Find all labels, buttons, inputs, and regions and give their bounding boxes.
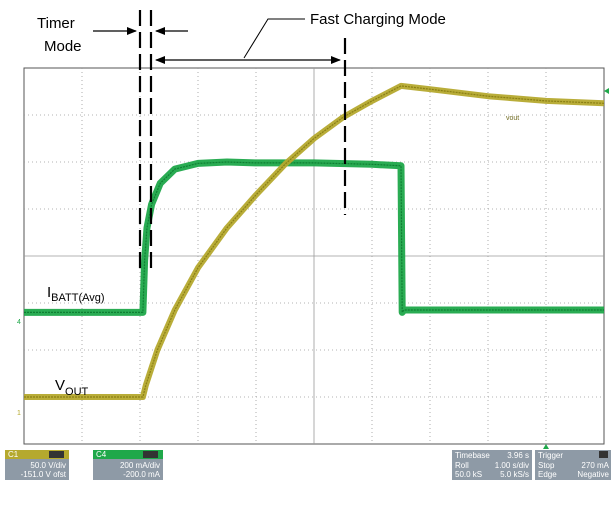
trigger-level-marker	[604, 88, 609, 94]
trigger-state: Stop	[538, 461, 555, 470]
timebase-value: 3.96 s	[507, 451, 529, 460]
timebase-mode: Roll	[455, 461, 469, 470]
trigger-time-marker	[543, 444, 549, 449]
c1-scale: 50.0 V/div	[30, 461, 66, 470]
trigger-slope: Negative	[577, 470, 609, 479]
series-ibatt-noise	[24, 161, 604, 315]
c4-scale: 200 mA/div	[120, 461, 160, 470]
trigger-panel[interactable]	[535, 450, 611, 480]
status-bar: C1 50.0 V/div -151.0 V ofst C4 200 mA/di…	[5, 450, 611, 480]
ch4-ground-marker: 4	[17, 319, 21, 326]
c4-offset: -200.0 mA	[123, 470, 161, 479]
timebase-per-div: 1.00 s/div	[495, 461, 529, 470]
vout-label: VOUT	[55, 377, 89, 398]
c1-offset: -151.0 V ofst	[21, 470, 67, 479]
timebase-label: Timebase	[455, 451, 490, 460]
fast-charging-label: Fast Charging Mode	[310, 11, 446, 28]
timebase-rate: 5.0 kS/s	[500, 470, 529, 479]
timebase-samples: 50.0 kS	[455, 470, 482, 479]
ibatt-label: IBATT(Avg)	[47, 284, 105, 304]
timebase-panel[interactable]	[452, 450, 532, 480]
timer-mode-label-line1: Timer	[37, 15, 75, 32]
traces	[24, 82, 605, 400]
trigger-level: 270 mA	[581, 461, 609, 470]
trace-tag: vout	[506, 115, 519, 122]
series-vout-trace	[24, 82, 605, 400]
trigger-label: Trigger	[538, 451, 563, 460]
ch1-ground-marker: 1	[17, 410, 21, 417]
c1-label: C1	[8, 450, 19, 459]
trigger-type: Edge	[538, 470, 557, 479]
timer-mode-label-line2: Mode	[44, 38, 82, 55]
c4-label: C4	[96, 450, 107, 459]
fast-leader-line	[243, 18, 305, 59]
